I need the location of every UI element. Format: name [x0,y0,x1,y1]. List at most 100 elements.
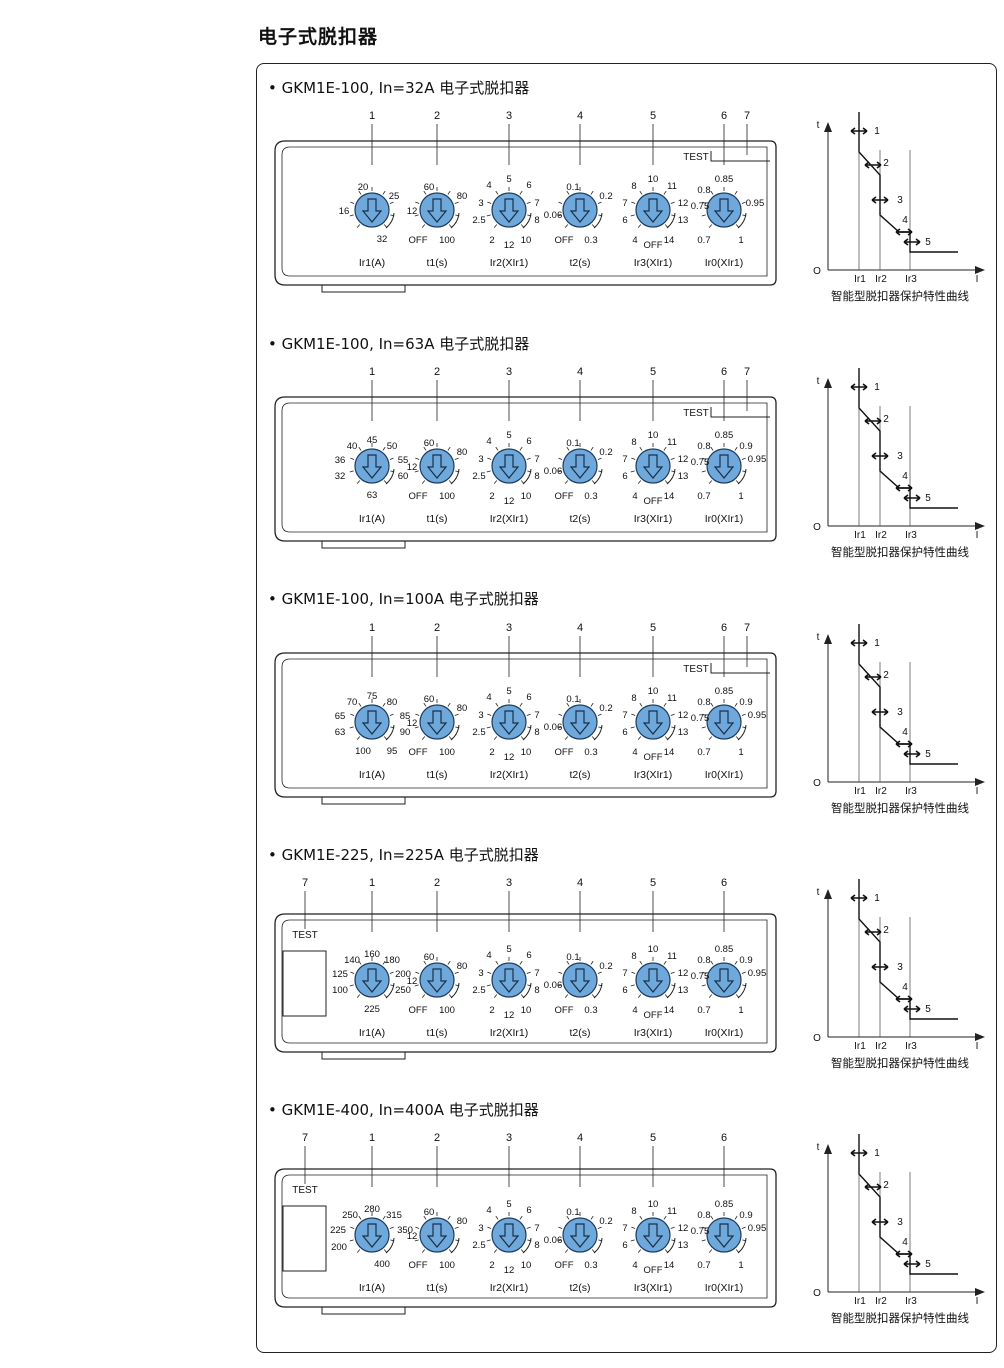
scale-arc [593,212,603,229]
scale-arc [522,982,532,999]
dial-scale-label: 12 [407,1231,418,1242]
test-label: TEST [683,152,709,163]
dial-tick [663,960,667,965]
arrow-down-icon [426,1223,448,1248]
trip-unit-inner [281,402,768,533]
dial-tick [597,971,602,974]
dial-scale-label: 0.95 [748,710,767,721]
curve-x-tick: Ir3 [905,786,917,797]
dial-scale-label: 14 [664,1005,675,1016]
dial-scale-label: 100 [439,1005,455,1016]
dial-tick [495,960,499,965]
dial-tick [637,736,642,740]
dial-tick [382,1215,386,1220]
dial-scale-label: 0.95 [748,968,767,979]
dial-tick [639,446,643,451]
arrow-down-icon [426,198,448,223]
callout-number: 5 [650,622,656,634]
dial-tick [358,960,362,965]
dial-tick [493,994,498,998]
dial-knob [706,448,742,484]
dial-scale-label: OFF [409,491,428,502]
dial-scale-label: 1 [738,1005,743,1016]
dial-tick [495,1215,499,1220]
dial-tick [631,971,636,974]
dial-scale-label: 10 [648,944,659,955]
curve-line [858,624,958,765]
dial-scale-label: 16 [339,206,350,217]
dial-tick [454,457,459,460]
dial-tick [454,201,459,204]
curve-point-label: 3 [897,195,903,206]
test-label: TEST [292,1185,318,1196]
dial-scale-label: 12 [504,752,515,763]
dial-t1: 60 80 12 OFF 100 t1(s) [407,952,468,1039]
dial-scale-label: 6 [622,215,627,226]
dial-scale-label: 11 [667,1206,677,1217]
dial-scale-label: 11 [667,951,677,962]
callout-number: 2 [434,622,440,634]
arrow-down-icon [569,710,591,735]
protection-curve: t O I Ir1 Ir2 Ir3 1 2 3 4 5 智能型脱扣器保护特性曲线 [813,879,985,1070]
test-label: TEST [292,930,318,941]
trip-unit-inner [281,919,768,1044]
dial-scale-label: 12 [678,1223,689,1234]
dial-caption: Ir3(XIr1) [634,257,673,269]
dial-scale-label: 0.85 [715,430,734,441]
dial-tick [350,457,355,460]
dial-tick [421,736,426,740]
curve-x-tick: Ir2 [875,274,887,285]
dial-ir3: 8 10 11 7 12 6 13 4 OFF 14 Ir3(XIr1) [622,1199,688,1294]
curve-caption: 智能型脱扣器保护特性曲线 [831,1311,969,1325]
dial-tick [447,702,451,707]
dial-tick [349,984,354,987]
curve-point-label: 2 [883,925,889,936]
dial-scale-label: 32 [377,234,388,245]
dial-tick [663,1215,667,1220]
double-arrow-icon [850,894,868,902]
arrow-down-icon [361,454,383,479]
dial-scale-label: 3 [478,1223,483,1234]
dial-scale-label: 2.5 [472,1240,485,1251]
dial-tick [526,1226,531,1229]
dial-scale-label: 2.5 [472,727,485,738]
dial-tick [558,1226,563,1229]
scale-arc [666,468,676,485]
dial-scale-label: 1 [738,235,743,246]
dial-scale-label: 4 [486,180,491,191]
dial-scale-label: OFF [409,1005,428,1016]
protection-curve: t O I Ir1 Ir2 Ir3 1 2 3 4 5 智能型脱扣器保护特性曲线 [813,368,985,559]
dial-scale-label: 0.1 [566,952,579,963]
curve-point-label: 5 [925,749,931,760]
dial-scale-label: 0.75 [691,201,710,212]
dial-scale-label: 13 [678,215,689,226]
dial-tick [710,190,714,195]
dial-tick [708,224,713,228]
scale-arc [450,468,460,485]
dial-scale-label: 4 [632,1260,637,1271]
dial-tick [493,224,498,228]
dial-scale-label: 4 [632,235,637,246]
dial-tick [734,702,738,707]
trip-unit-inner [281,146,768,277]
dial-scale-label: 6 [622,471,627,482]
dial-scale-label: 0.85 [715,686,734,697]
dial-scale-label: OFF [555,235,574,246]
scale-arc [666,212,676,229]
dial-scale-label: 12 [504,1010,515,1021]
dial-scale-label: 4 [632,747,637,758]
double-arrow-icon [903,750,921,758]
trip-unit-foot [321,1307,406,1315]
dial-scale-label: 6 [526,1205,531,1216]
dial-tick [423,190,427,195]
dial-scale-label: 12 [504,240,515,251]
dial-knob [491,704,527,740]
dial-scale-label: 200 [395,969,411,980]
dial-scale-label: 7 [622,198,627,209]
dial-tick [526,713,531,716]
dial-tick [519,960,523,965]
dial-tick [590,190,594,195]
double-arrow-icon [850,383,868,391]
